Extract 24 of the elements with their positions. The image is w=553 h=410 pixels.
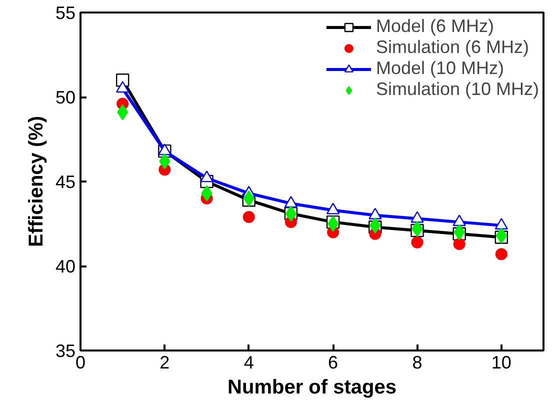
point (411, 236, 424, 248)
point (200, 170, 214, 182)
y-tick-label: 50 (55, 88, 76, 108)
y-axis-title: Efficiency (%) (25, 116, 48, 248)
x-tick-label: 2 (160, 352, 170, 372)
y-tick-label: 45 (55, 172, 76, 192)
x-tick-label: 8 (412, 352, 422, 372)
point (116, 81, 130, 93)
legend-label: Model (10 MHz) (376, 58, 504, 79)
point (242, 211, 255, 223)
legend-label: Simulation (10 MHz) (376, 79, 539, 100)
x-tick-label: 0 (75, 352, 86, 372)
point (158, 144, 172, 156)
y-tick-label: 40 (55, 256, 76, 276)
legend-label: Model (6 MHz) (376, 16, 494, 37)
x-axis-title: Number of stages (228, 376, 396, 398)
point (495, 248, 508, 260)
x-tick-label: 10 (491, 352, 512, 372)
legend-label: Simulation (6 MHz) (376, 37, 529, 58)
y-tick-label: 55 (55, 3, 76, 23)
x-tick-label: 4 (244, 352, 254, 372)
point (453, 238, 466, 250)
x-tick-label: 6 (328, 352, 338, 372)
y-tick-label: 35 (55, 341, 76, 361)
